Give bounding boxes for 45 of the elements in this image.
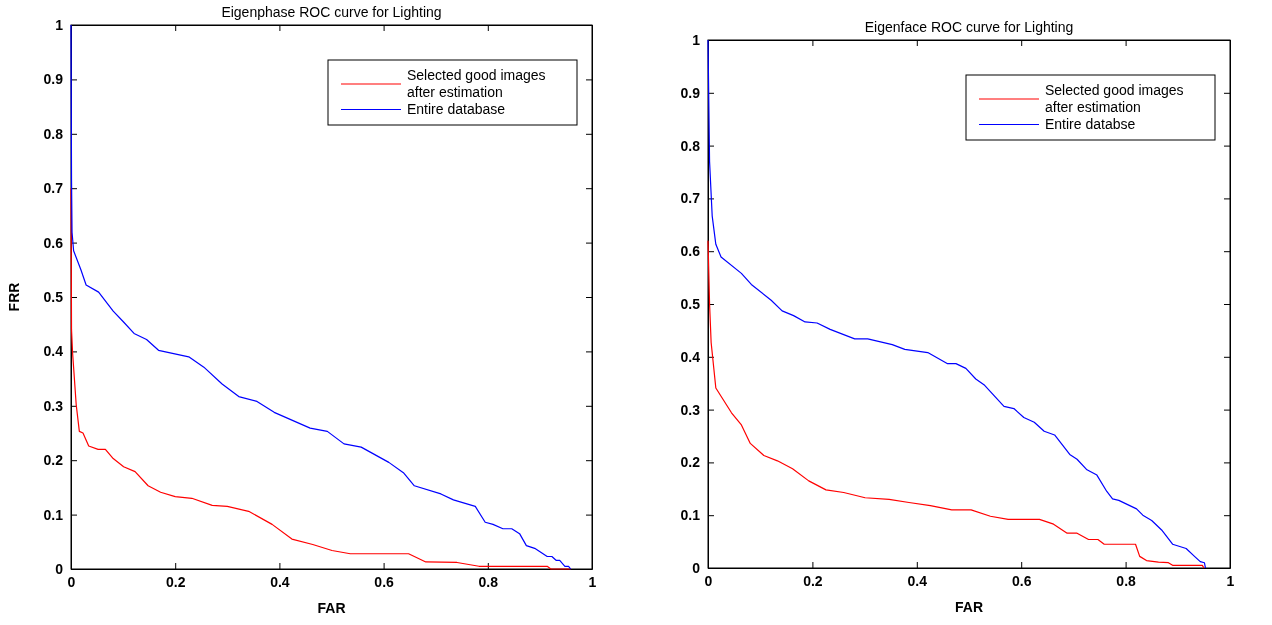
y-axis-title: FRR [6,282,22,312]
x-tick-label: 0.6 [374,573,395,590]
legend-label: Entire database [407,101,506,117]
x-tick-label: 0.8 [1116,572,1137,589]
x-tick-label: 0.4 [907,572,928,589]
x-tick-label: 0 [704,572,713,589]
y-tick-label: 0.1 [43,506,64,523]
line-series [70,187,572,570]
x-axis-title: FAR [955,599,983,615]
y-tick-label: 0.7 [680,190,701,207]
x-tick-label: 0.4 [270,573,290,590]
y-tick-label: 0.9 [680,84,701,101]
y-tick-label: 0.1 [680,507,701,524]
y-tick-label: 0.4 [43,343,64,360]
legend-label: Selected good images after estimation [1045,82,1184,115]
legend-label: Selected good images after estimation [407,67,546,100]
x-tick-label: 1 [588,573,597,590]
y-tick-label: 0.4 [680,348,701,365]
x-tick-label: 0.2 [803,572,823,589]
y-tick-label: 1 [692,31,701,48]
y-tick-label: 0.5 [680,295,701,312]
y-tick-label: 0.7 [43,180,64,197]
y-tick-label: 0.5 [43,288,64,305]
x-tick-label: 0.6 [1011,572,1032,589]
y-tick-label: 0 [55,560,64,577]
y-tick-label: 0 [692,559,701,576]
y-tick-label: 0.2 [43,452,64,469]
y-tick-label: 0.6 [43,234,64,251]
x-tick-label: 0.2 [165,573,186,590]
x-tick-label: 0 [67,573,76,590]
chart-title: Eigenphase ROC curve for Lighting [221,4,442,20]
x-tick-label: 0.8 [478,573,499,590]
y-tick-label: 0.8 [43,125,64,142]
y-tick-label: 0.6 [680,243,701,260]
y-tick-label: 1 [55,16,64,33]
y-tick-label: 0.3 [680,401,701,418]
chart-title: Eigenface ROC curve for Lighting [864,19,1074,35]
y-tick-label: 0.3 [43,397,64,414]
legend-label: Entire databse [1045,116,1136,132]
x-axis-title: FAR [317,600,346,616]
x-tick-label: 1 [1226,572,1235,589]
y-tick-label: 0.8 [680,137,701,154]
y-tick-label: 0.9 [43,71,64,88]
line-series [707,240,1205,569]
y-tick-label: 0.2 [680,454,701,471]
